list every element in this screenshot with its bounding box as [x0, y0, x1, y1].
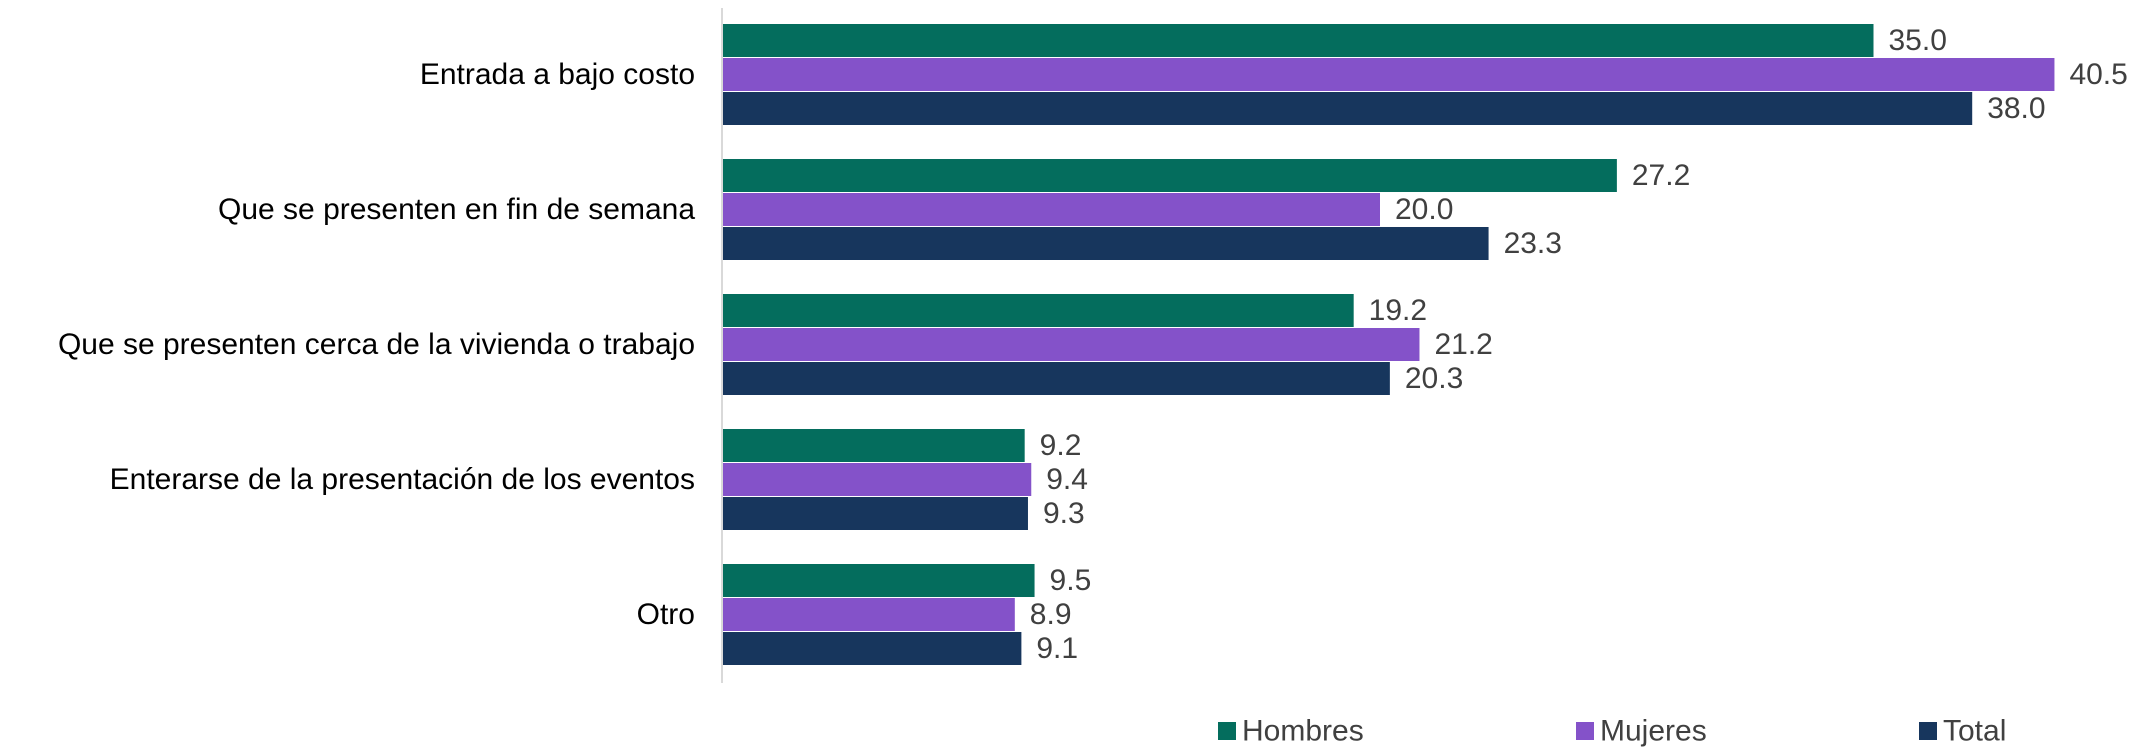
value-label: 27.2: [1632, 159, 1690, 192]
value-label: 9.4: [1046, 463, 1088, 496]
legend: Hombres Mujeres Total: [1218, 715, 2006, 748]
legend-swatch-total: [1919, 722, 1937, 740]
value-label: 9.5: [1050, 564, 1092, 597]
bar-mujeres-1: [722, 193, 1380, 226]
value-label: 38.0: [1987, 92, 2045, 125]
bar-total-4: [722, 632, 1022, 665]
bar-mujeres-3: [722, 463, 1032, 496]
category-labels-layer: Entrada a bajo costo Que se presenten en …: [58, 58, 695, 631]
legend-label-mujeres: Mujeres: [1600, 715, 1707, 748]
value-label: 23.3: [1504, 227, 1562, 260]
legend-label-hombres: Hombres: [1242, 715, 1364, 748]
bar-hombres-4: [722, 564, 1035, 597]
bars-layer: [722, 24, 2055, 665]
bar-total-0: [722, 92, 1973, 125]
value-label: 40.5: [2069, 58, 2127, 91]
value-label: 9.1: [1036, 632, 1078, 665]
bar-hombres-1: [722, 159, 1617, 192]
bar-hombres-0: [722, 24, 1874, 57]
value-label: 8.9: [1030, 598, 1072, 631]
category-label: Que se presenten cerca de la vivienda o …: [58, 328, 695, 361]
bar-total-3: [722, 497, 1028, 530]
bar-mujeres-0: [722, 58, 2055, 91]
value-label: 21.2: [1434, 328, 1492, 361]
bar-hombres-2: [722, 294, 1354, 327]
bar-hombres-3: [722, 429, 1025, 462]
value-label: 35.0: [1889, 24, 1947, 57]
legend-swatch-hombres: [1218, 722, 1236, 740]
category-label: Otro: [637, 598, 695, 631]
value-labels-layer: 35.040.538.027.220.023.319.221.220.39.29…: [1030, 24, 2128, 665]
category-label: Que se presenten en fin de semana: [218, 193, 695, 226]
legend-label-total: Total: [1943, 715, 2006, 748]
value-label: 20.3: [1405, 362, 1463, 395]
value-label: 9.3: [1043, 497, 1085, 530]
bar-total-2: [722, 362, 1390, 395]
value-label: 19.2: [1369, 294, 1427, 327]
bar-total-1: [722, 227, 1489, 260]
bar-mujeres-2: [722, 328, 1420, 361]
value-label: 20.0: [1395, 193, 1453, 226]
category-label: Enterarse de la presentación de los even…: [110, 463, 695, 496]
value-label: 9.2: [1040, 429, 1082, 462]
legend-swatch-mujeres: [1576, 722, 1594, 740]
category-label: Entrada a bajo costo: [420, 58, 695, 91]
bar-mujeres-4: [722, 598, 1015, 631]
